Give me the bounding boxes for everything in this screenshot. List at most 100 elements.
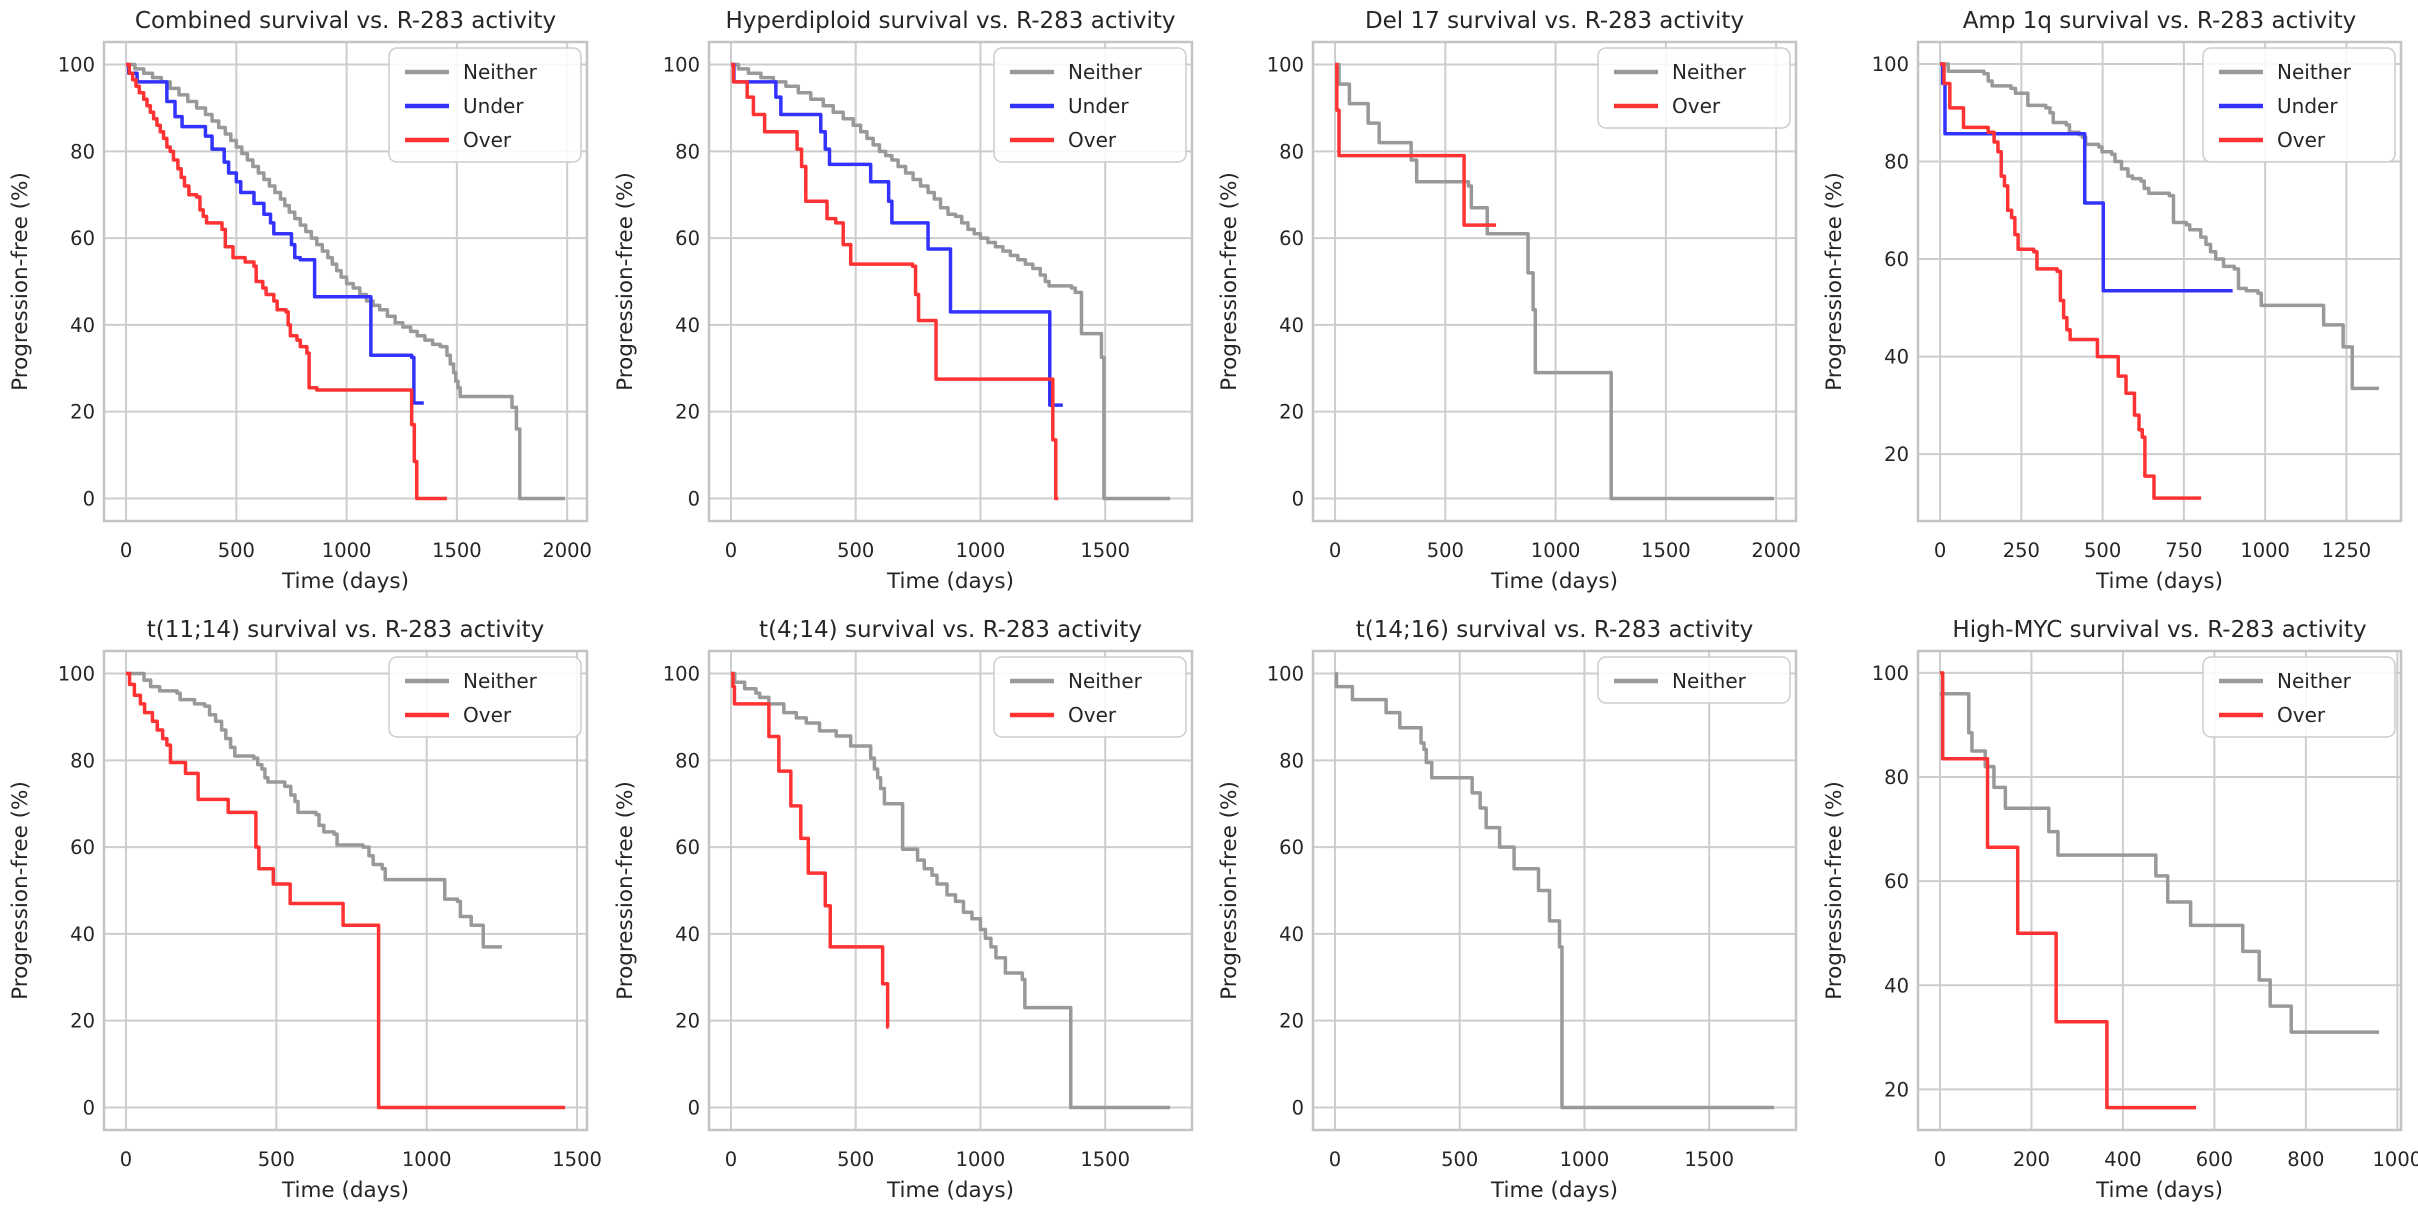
- x-tick-label: 1500: [1684, 1148, 1734, 1171]
- x-axis-label: Time (days): [2095, 569, 2223, 594]
- y-tick-label: 0: [1292, 1096, 1304, 1119]
- legend-label-under: Under: [463, 94, 524, 118]
- y-tick-label: 20: [1884, 443, 1909, 466]
- x-tick-label: 750: [2165, 539, 2202, 562]
- x-tick-label: 0: [1329, 1148, 1341, 1171]
- legend-label-over: Over: [463, 128, 512, 152]
- legend-label-neither: Neither: [1068, 669, 1143, 693]
- x-tick-label: 500: [837, 539, 874, 562]
- series-path-neither: [1939, 62, 2379, 391]
- x-tick-label: 1000: [2372, 1148, 2418, 1171]
- x-tick-label: 0: [724, 1148, 736, 1171]
- series-path-over: [1939, 62, 2201, 500]
- km-chart: Combined survival vs. R-283 activity Time…: [8, 8, 592, 594]
- x-tick-label: 500: [1427, 539, 1464, 562]
- km-chart: t(14;16) survival vs. R-283 activity Time…: [1217, 617, 1798, 1203]
- y-tick-label: 100: [1871, 53, 1908, 76]
- x-tick-label: 200: [2012, 1148, 2049, 1171]
- x-tick-label: 1500: [552, 1148, 602, 1171]
- legend-label-over: Over: [1068, 128, 1117, 152]
- legend: Neither Under Over: [992, 47, 1187, 163]
- legend: Neither Over: [2201, 656, 2396, 738]
- y-axis-label: Progression-free (%): [1217, 172, 1242, 391]
- x-tick-label: 1000: [955, 1148, 1005, 1171]
- legend-label-over: Over: [1068, 703, 1117, 727]
- legend-label-neither: Neither: [1672, 669, 1747, 693]
- legend-box: [388, 47, 582, 163]
- x-axis-label: Time (days): [281, 569, 409, 594]
- y-tick-label: 0: [687, 1096, 699, 1119]
- x-tick-label: 600: [2195, 1148, 2232, 1171]
- y-tick-label: 60: [675, 836, 700, 859]
- plot-border: [1916, 40, 2402, 523]
- series-path-neither: [125, 671, 502, 949]
- y-tick-label: 40: [1884, 346, 1909, 369]
- y-tick-label: 40: [70, 923, 95, 946]
- x-axis-label: Time (days): [886, 569, 1014, 594]
- legend-label-over: Over: [463, 703, 512, 727]
- km-chart: t(4;14) survival vs. R-283 activity Time …: [613, 617, 1193, 1203]
- y-tick-label: 60: [675, 227, 700, 250]
- x-tick-label: 1250: [2321, 539, 2371, 562]
- km-chart: Amp 1q survival vs. R-283 activity Time (…: [1822, 8, 2402, 594]
- x-tick-label: 1000: [402, 1148, 452, 1171]
- y-tick-label: 100: [662, 663, 699, 686]
- y-axis-label: Progression-free (%): [8, 781, 33, 1000]
- legend-label-neither: Neither: [2277, 60, 2352, 84]
- y-tick-label: 80: [1279, 140, 1304, 163]
- subplot-del17: Del 17 survival vs. R-283 activity Time (…: [1209, 0, 1814, 609]
- series-path-neither: [730, 671, 1170, 1110]
- y-tick-label: 0: [83, 487, 95, 510]
- series-path-over: [125, 671, 566, 1110]
- x-axis-label: Time (days): [1490, 1178, 1618, 1203]
- x-tick-label: 250: [2002, 539, 2039, 562]
- x-axis-label: Time (days): [886, 1178, 1014, 1203]
- y-tick-label: 100: [1267, 54, 1304, 77]
- series-path-over: [1335, 62, 1497, 227]
- x-tick-label: 1000: [2240, 539, 2290, 562]
- y-tick-label: 60: [1884, 248, 1909, 271]
- y-tick-label: 40: [1279, 314, 1304, 337]
- series-path-under: [126, 62, 424, 405]
- y-tick-label: 100: [662, 54, 699, 77]
- x-tick-label: 1000: [322, 539, 372, 562]
- y-axis-label: Progression-free (%): [1822, 172, 1847, 391]
- subplot-high-myc: High-MYC survival vs. R-283 activity Time…: [1814, 609, 2418, 1218]
- y-axis-label: Progression-free (%): [1217, 781, 1242, 1000]
- x-axis-label: Time (days): [2095, 1178, 2223, 1203]
- x-tick-label: 1500: [1080, 1148, 1130, 1171]
- x-tick-label: 1500: [432, 539, 482, 562]
- x-tick-label: 500: [2084, 539, 2121, 562]
- y-axis-label: Progression-free (%): [613, 172, 638, 391]
- series-path-over: [730, 62, 1058, 501]
- subplot-amp1q: Amp 1q survival vs. R-283 activity Time (…: [1814, 0, 2418, 609]
- chart-title: t(4;14) survival vs. R-283 activity: [759, 617, 1142, 643]
- x-tick-label: 500: [218, 539, 255, 562]
- x-tick-label: 500: [258, 1148, 295, 1171]
- series-path-neither: [730, 62, 1170, 501]
- x-tick-label: 2000: [542, 539, 592, 562]
- x-tick-label: 0: [724, 539, 736, 562]
- y-tick-label: 100: [58, 54, 95, 77]
- legend: Neither Over: [1597, 47, 1791, 129]
- y-tick-label: 80: [675, 749, 700, 772]
- series-path-under: [730, 62, 1063, 407]
- x-tick-label: 1500: [1080, 539, 1130, 562]
- y-tick-label: 60: [70, 227, 95, 250]
- chart-title: t(11;14) survival vs. R-283 activity: [147, 617, 545, 643]
- y-tick-label: 100: [58, 663, 95, 686]
- legend-box: [1597, 656, 1791, 704]
- subplot-hyperdiploid: Hyperdiploid survival vs. R-283 activity…: [605, 0, 1210, 609]
- chart-title: Combined survival vs. R-283 activity: [135, 8, 556, 34]
- x-tick-label: 0: [1933, 539, 1945, 562]
- legend-label-neither: Neither: [463, 669, 538, 693]
- plot-border: [1311, 649, 1798, 1132]
- plot-border: [707, 40, 1193, 523]
- y-tick-label: 100: [1267, 663, 1304, 686]
- chart-title: High-MYC survival vs. R-283 activity: [1952, 617, 2366, 643]
- series-path-over: [730, 671, 889, 1029]
- km-chart: t(11;14) survival vs. R-283 activity Time…: [8, 617, 602, 1203]
- y-tick-label: 40: [70, 314, 95, 337]
- y-tick-label: 40: [675, 923, 700, 946]
- x-tick-label: 400: [2104, 1148, 2141, 1171]
